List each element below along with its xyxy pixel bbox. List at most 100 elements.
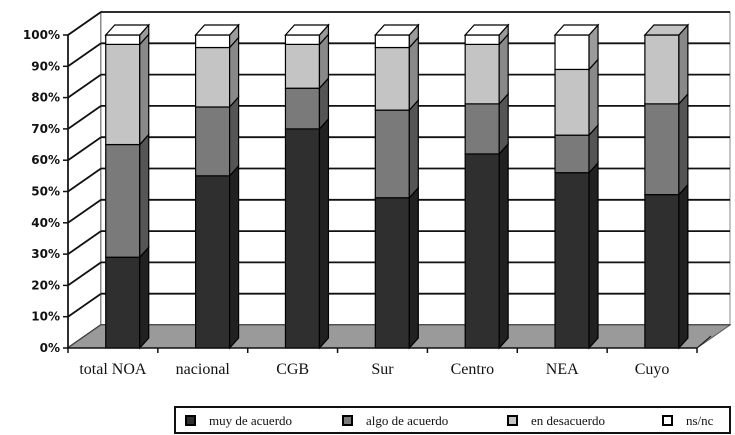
legend-swatch — [662, 415, 673, 426]
legend-swatch — [507, 415, 518, 426]
y-tick-label: 60% — [31, 153, 60, 167]
bar-front — [464, 153, 500, 349]
bar-segment-muy-de-acuerdo — [374, 186, 419, 350]
bar-top — [104, 24, 151, 36]
x-tick-label: total NOA — [79, 361, 147, 378]
bar-front — [284, 87, 321, 130]
x-tick-label: nacional — [176, 361, 231, 378]
bar-side — [678, 92, 689, 197]
bar-segment-muy-de-acuerdo — [644, 183, 689, 350]
x-tick-label: Cuyo — [635, 361, 670, 378]
bar-segment-algo-de-acuerdo — [105, 132, 150, 259]
bar-front — [284, 43, 321, 89]
bar-front — [194, 106, 231, 177]
bar-side — [139, 132, 150, 259]
bar-segment-muy-de-acuerdo — [554, 161, 599, 350]
bar-front — [194, 34, 231, 49]
bar-front — [554, 172, 590, 349]
bar-segment-en-desacuerdo — [644, 23, 689, 106]
y-tick-label: 100% — [23, 28, 60, 42]
bar-segment-en-desacuerdo — [554, 57, 599, 137]
bar-front — [554, 134, 590, 174]
bar-side — [228, 164, 240, 350]
legend: muy de acuerdo algo de acuerdo en desacuer… — [174, 406, 731, 434]
bar-segment-algo-de-acuerdo — [644, 92, 689, 197]
bar-side — [318, 117, 330, 350]
bar-side — [408, 98, 419, 200]
y-axis: 0% 10% 20% 30% 40% 50% 60% 70% 80% 90% 100% — [23, 28, 69, 355]
gridline-side — [67, 292, 102, 318]
gridline-side — [67, 73, 102, 99]
bar-stack — [194, 23, 240, 350]
bar-side — [228, 95, 240, 178]
bar-side — [228, 35, 240, 109]
legend-label: en desacuerdo — [531, 413, 605, 428]
bar-front — [284, 34, 321, 45]
bar-stack — [104, 23, 151, 350]
legend-label: ns/nc — [686, 413, 714, 428]
bar-front — [374, 109, 410, 199]
bar-top — [643, 24, 690, 36]
bar-segment-muy-de-acuerdo — [464, 142, 509, 350]
bar-segment-en-desacuerdo — [284, 32, 330, 90]
y-tick-label: 50% — [31, 185, 60, 199]
bar-segment-algo-de-acuerdo — [464, 92, 509, 156]
bar-front — [105, 43, 141, 146]
bar-segment-algo-de-acuerdo — [374, 98, 419, 200]
bar-front — [284, 128, 321, 349]
gridline-side — [67, 105, 102, 130]
bar-front — [644, 194, 680, 349]
x-axis: total NOA nacional CGB Sur Centro NEA Cuyo — [67, 335, 712, 378]
x-axis-end — [696, 335, 712, 349]
gridline-side — [67, 199, 102, 224]
bar-top — [284, 24, 330, 36]
bar-stack — [373, 23, 420, 350]
bar-front — [644, 34, 680, 105]
bar-front — [374, 34, 410, 49]
bar-front — [105, 34, 141, 45]
bar-stack — [553, 23, 600, 350]
x-tick-label: NEA — [546, 361, 579, 378]
bar-stack — [284, 23, 330, 350]
bar-segment-muy-de-acuerdo — [194, 164, 240, 350]
bar-side — [408, 186, 419, 350]
bar-side — [408, 35, 419, 112]
gridline-side — [67, 42, 102, 68]
y-tick-label: 30% — [31, 247, 60, 261]
y-tick-label: 70% — [31, 122, 60, 136]
gridline-side — [67, 261, 102, 287]
x-tick-label: Centro — [451, 361, 495, 378]
bar-front — [105, 143, 141, 258]
bar-side — [588, 57, 599, 137]
gridline-side — [67, 230, 102, 255]
y-tick-label: 40% — [31, 216, 60, 230]
bar-segment-algo-de-acuerdo — [194, 95, 240, 178]
bar-segment-algo-de-acuerdo — [284, 76, 330, 131]
bar-top — [463, 24, 510, 36]
bar-stack — [463, 23, 510, 350]
bar-side — [498, 32, 509, 106]
gridline-side — [67, 11, 102, 36]
bar-front — [105, 256, 141, 349]
bar-side — [678, 183, 689, 350]
bar-front — [374, 197, 410, 349]
y-tick-label: 10% — [31, 310, 60, 324]
bar-front — [554, 34, 590, 71]
gridline-side — [67, 136, 102, 161]
bar-side — [588, 161, 599, 350]
y-tick-label: 80% — [31, 91, 60, 105]
bar-segment-muy-de-acuerdo — [284, 117, 330, 350]
bar-side — [139, 245, 150, 350]
bar-top — [194, 24, 240, 36]
bar-segment-en-desacuerdo — [194, 35, 240, 109]
bar-front — [194, 175, 231, 349]
bars — [104, 23, 690, 350]
legend-swatch — [342, 415, 353, 426]
legend-swatch — [185, 415, 196, 426]
bar-front — [554, 68, 590, 136]
bar-top — [373, 24, 420, 36]
y-tick-label: 90% — [31, 59, 60, 73]
bar-top — [553, 24, 600, 36]
bar-front — [464, 103, 500, 155]
